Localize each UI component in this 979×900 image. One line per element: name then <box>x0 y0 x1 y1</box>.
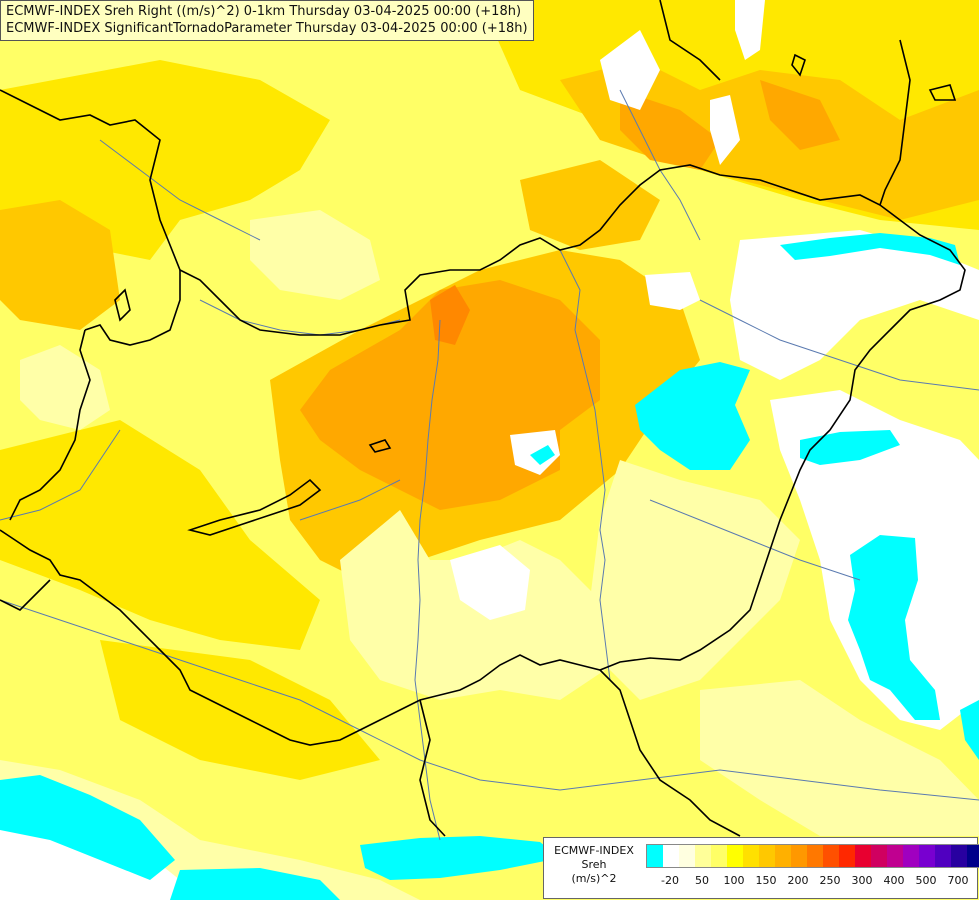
legend-tick-label: 50 <box>695 874 709 887</box>
map-title-box: ECMWF-INDEX Sreh Right ((m/s)^2) 0-1km T… <box>0 0 534 41</box>
legend-tick-label: -20 <box>661 874 679 887</box>
legend-swatch <box>839 845 855 867</box>
legend-tick-label: 200 <box>787 874 809 887</box>
sreh-cyan-layer <box>0 233 979 900</box>
country-borders <box>0 0 966 837</box>
legend-swatch <box>775 845 791 867</box>
rivers <box>0 89 979 841</box>
legend-color-bar <box>646 844 979 868</box>
legend-tick-labels: -20 50 100 150 200 250 300 400 500 700 <box>646 874 972 888</box>
legend-title-param: Sreh <box>581 858 607 871</box>
legend-title: ECMWF-INDEX Sreh (m/s)^2 <box>544 844 644 886</box>
legend-swatch <box>935 845 951 867</box>
legend-tick-label: 100 <box>723 874 745 887</box>
legend-swatch <box>791 845 807 867</box>
legend-swatch <box>887 845 903 867</box>
legend-swatch <box>967 845 979 867</box>
legend-swatch <box>823 845 839 867</box>
legend-swatch <box>855 845 871 867</box>
color-legend: ECMWF-INDEX Sreh (m/s)^2 -20 50 100 150 200 2… <box>543 837 979 899</box>
legend-swatch <box>903 845 919 867</box>
legend-swatch <box>695 845 711 867</box>
legend-title-unit: (m/s)^2 <box>571 872 617 885</box>
legend-swatch <box>663 845 679 867</box>
legend-swatch <box>743 845 759 867</box>
legend-tick-label: 300 <box>851 874 873 887</box>
legend-swatch <box>871 845 887 867</box>
legend-swatch <box>807 845 823 867</box>
legend-swatch <box>951 845 967 867</box>
legend-swatch <box>919 845 935 867</box>
sreh-pale-layer <box>0 210 979 900</box>
title-line-sreh: ECMWF-INDEX Sreh Right ((m/s)^2) 0-1km T… <box>6 4 522 19</box>
legend-tick-label: 700 <box>947 874 969 887</box>
legend-title-model: ECMWF-INDEX <box>554 844 634 857</box>
legend-swatch <box>759 845 775 867</box>
legend-swatch <box>679 845 695 867</box>
legend-tick-label: 150 <box>755 874 777 887</box>
legend-tick-label: 400 <box>883 874 905 887</box>
legend-tick-label: 250 <box>819 874 841 887</box>
legend-swatch <box>711 845 727 867</box>
title-line-stp: ECMWF-INDEX SignificantTornadoParameter … <box>6 21 528 36</box>
legend-swatch <box>727 845 743 867</box>
legend-swatch <box>647 845 663 867</box>
legend-tick-label: 500 <box>915 874 937 887</box>
